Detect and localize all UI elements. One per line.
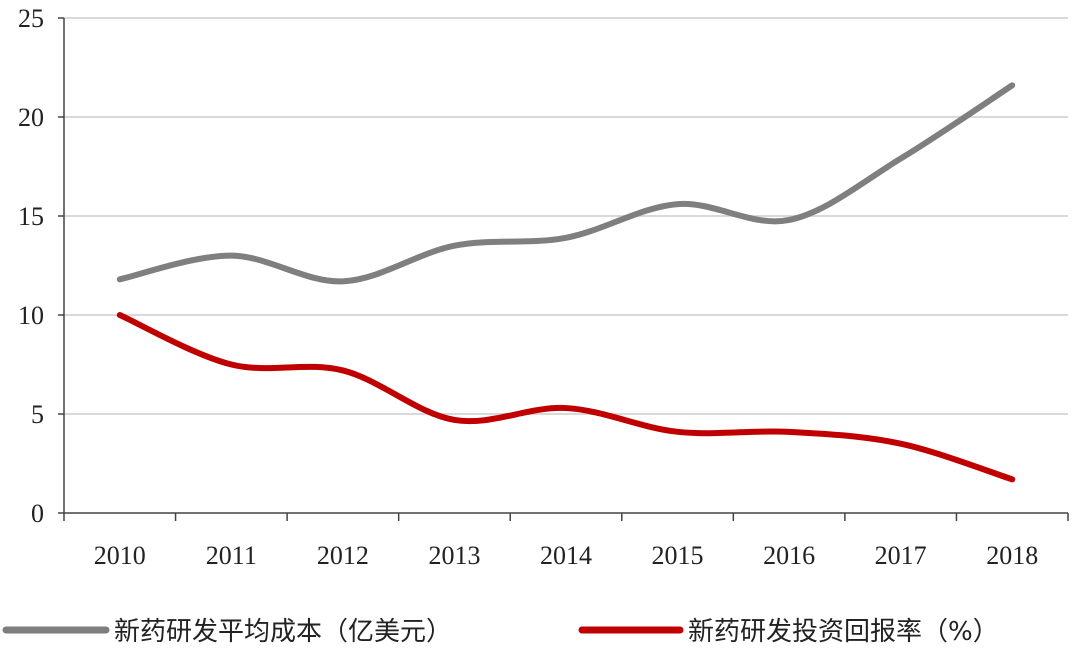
x-tick-label-2011: 2011 [206, 541, 257, 570]
y-tick-label-25: 25 [18, 4, 44, 33]
series-line-0 [116, 82, 1016, 285]
x-tick-label-2014: 2014 [540, 541, 592, 570]
y-tick-labels: 0 5 10 15 20 25 [18, 4, 44, 528]
x-tick-label-2013: 2013 [428, 541, 480, 570]
legend: 新药研发平均成本（亿美元） 新药研发投资回报率（%） [2, 617, 999, 647]
y-tick-label-10: 10 [18, 301, 44, 330]
gridlines [64, 17, 1068, 415]
x-tick-label-2016: 2016 [763, 541, 815, 570]
legend-label-roi: 新药研发投资回报率（%） [688, 617, 999, 647]
x-tick-labels: 2010 2011 2012 2013 2014 2015 2016 2017 2018 [94, 541, 1038, 570]
x-tick-label-2010: 2010 [94, 541, 146, 570]
y-tick-label-15: 15 [18, 202, 44, 231]
legend-label-cost: 新药研发平均成本（亿美元） [114, 617, 452, 647]
y-tick-label-20: 20 [18, 103, 44, 132]
x-tick-label-2017: 2017 [875, 541, 927, 570]
x-tick-label-2015: 2015 [652, 541, 704, 570]
x-tick-label-2018: 2018 [986, 541, 1038, 570]
x-tick-label-2012: 2012 [317, 541, 369, 570]
series-lines [116, 82, 1016, 483]
axes [58, 17, 1069, 521]
series-line-1 [116, 312, 1016, 483]
y-tick-label-5: 5 [31, 400, 44, 429]
y-tick-label-0: 0 [31, 499, 44, 528]
